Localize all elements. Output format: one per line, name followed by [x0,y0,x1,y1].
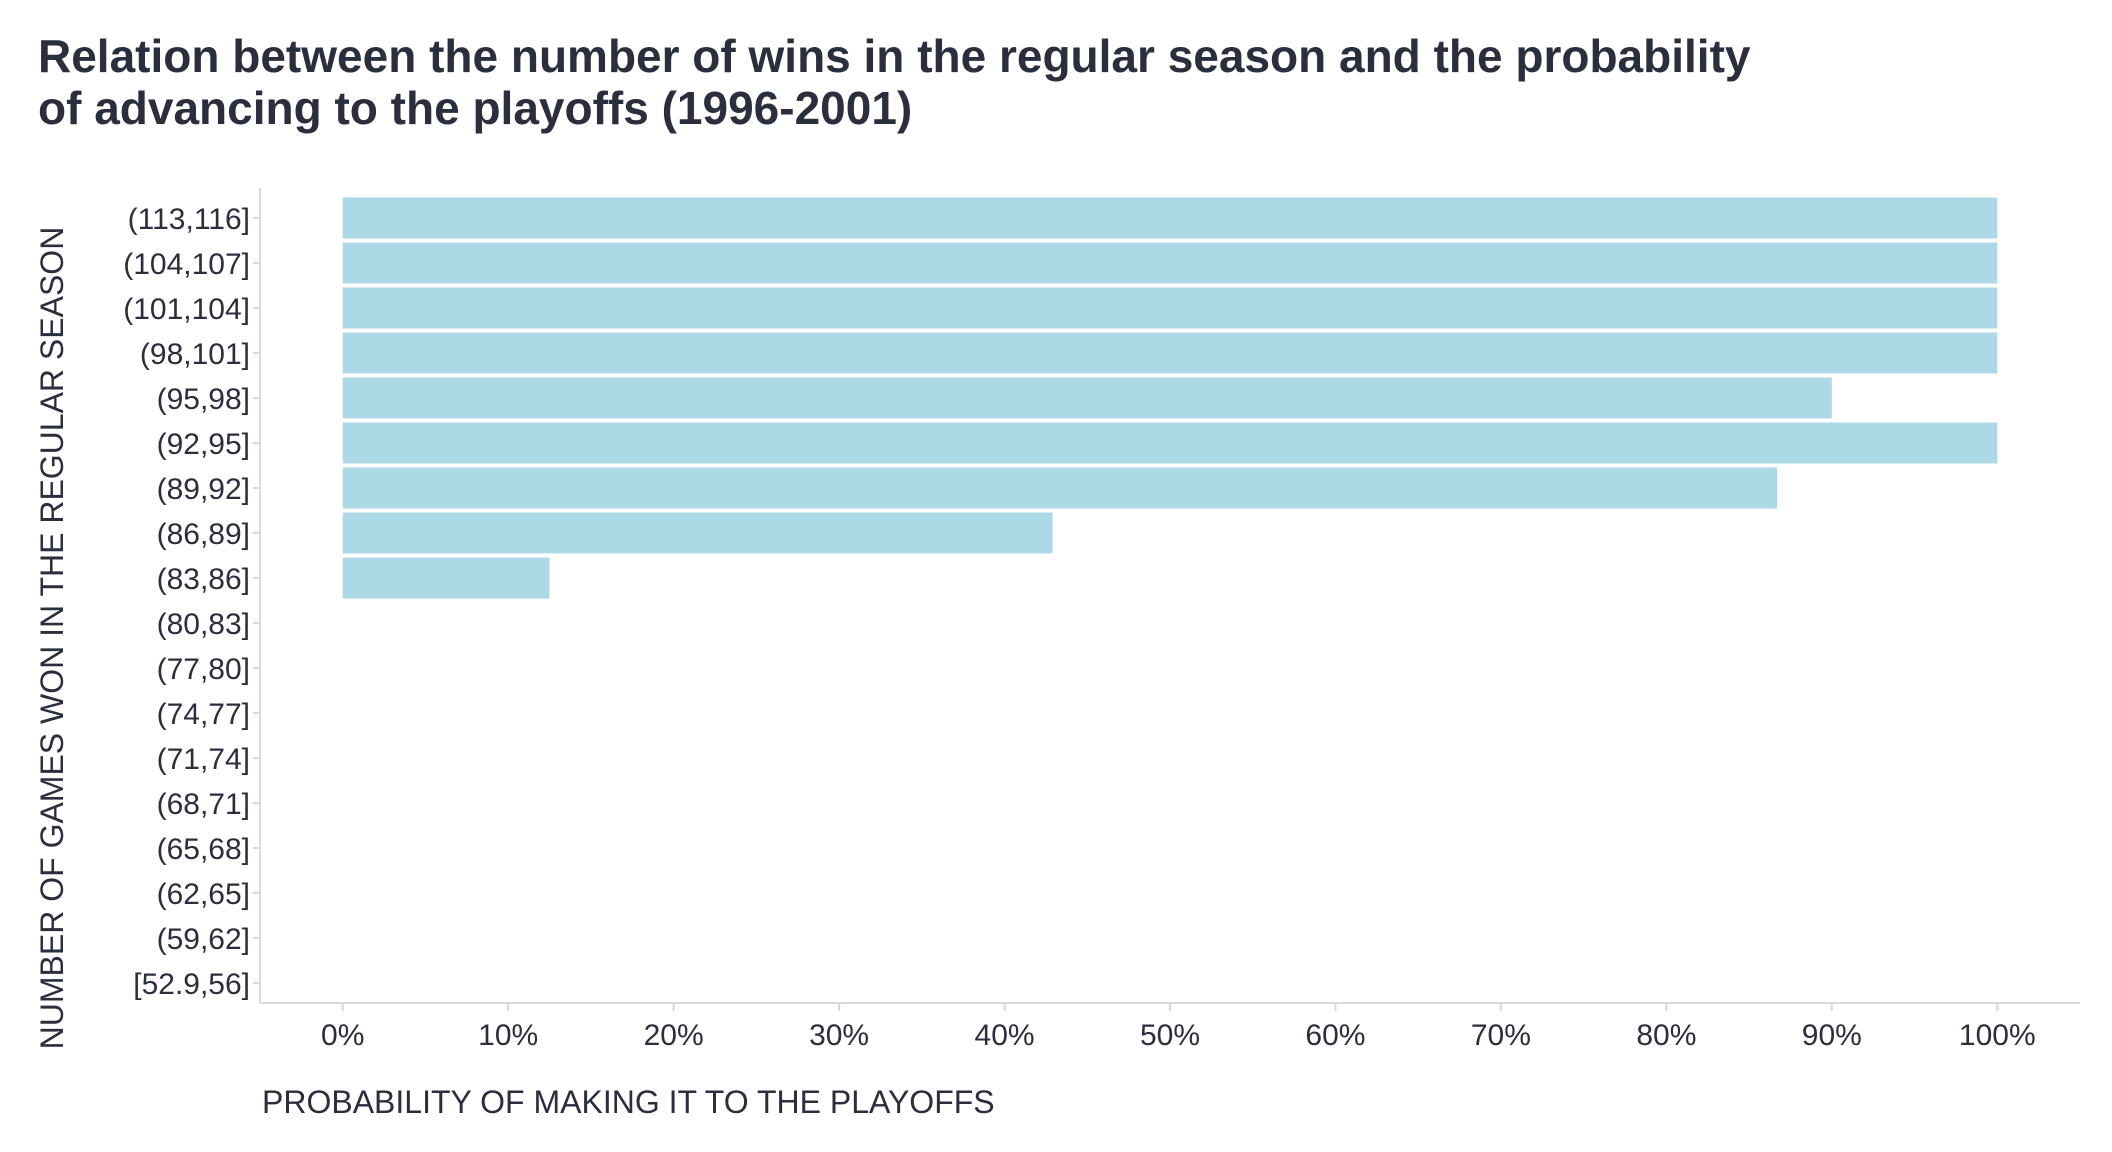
x-tick-label: 60% [1305,1019,1365,1052]
y-tick-label: [52.9,56] [133,968,250,1001]
x-axis-ticks: 0% 10% 20% 30% 40% 50% 60% 70% 80% 90% 100% [321,1003,2036,1052]
x-tick-label: 40% [975,1019,1035,1052]
x-tick-label: 90% [1802,1019,1862,1052]
x-tick-label: 10% [478,1019,538,1052]
y-tick-label: (95,98] [157,383,250,416]
x-tick-label: 20% [644,1019,704,1052]
bars-layer [342,197,1998,599]
bar [342,557,550,599]
y-tick-label: (92,95] [157,428,250,461]
y-tick-label: (62,65] [157,878,250,911]
bar [342,287,1998,329]
y-tick-label: (86,89] [157,518,250,551]
y-tick-label: (77,80] [157,653,250,686]
y-tick-label: (80,83] [157,608,250,641]
x-tick-label: 80% [1636,1019,1696,1052]
bar [342,422,1998,464]
chart-title-line-2: of advancing to the playoffs (1996-2001) [38,82,912,134]
x-tick-label: 100% [1959,1019,2036,1052]
y-tick-label: (101,104] [123,293,250,326]
y-axis-title: NUMBER OF GAMES WON IN THE REGULAR SEASO… [34,227,70,1050]
bar [342,242,1998,284]
y-tick-label: (83,86] [157,563,250,596]
x-tick-label: 50% [1140,1019,1200,1052]
y-axis-ticks: (113,116] (104,107] (101,104] (98,101] (95,9… [123,203,260,1001]
y-tick-label: (65,68] [157,833,250,866]
y-tick-label: (104,107] [123,248,250,281]
chart-title-line-1: Relation between the number of wins in t… [38,30,1751,82]
y-tick-label: (98,101] [140,338,250,371]
y-tick-label: (59,62] [157,923,250,956]
bar [342,197,1998,239]
bar [342,467,1778,509]
x-tick-label: 0% [321,1019,364,1052]
y-tick-label: (68,71] [157,788,250,821]
y-tick-label: (89,92] [157,473,250,506]
x-tick-label: 70% [1471,1019,1531,1052]
x-tick-label: 30% [809,1019,869,1052]
y-tick-label: (113,116] [128,203,250,236]
bar [342,332,1998,374]
x-axis-title: PROBABILITY OF MAKING IT TO THE PLAYOFFS [262,1084,995,1120]
bar [342,512,1053,554]
bar [342,377,1832,419]
y-tick-label: (71,74] [157,743,250,776]
y-tick-label: (74,77] [157,698,250,731]
